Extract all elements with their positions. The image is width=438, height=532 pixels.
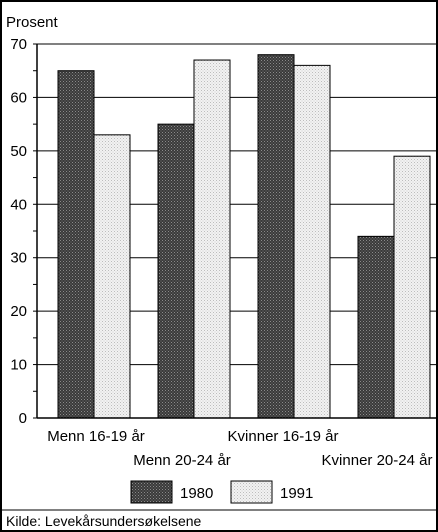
legend: 1980 1991	[130, 480, 313, 504]
y-axis-unit-label: Prosent	[6, 14, 59, 31]
bar-1991-0	[93, 134, 131, 419]
bar-1980-3	[357, 235, 395, 419]
bar-1991-3	[393, 155, 431, 419]
bar-1991-1	[193, 59, 231, 419]
category-label: Menn 20-24 år	[133, 452, 231, 469]
bar-1980-1	[157, 123, 195, 419]
y-tick-label: 0	[19, 410, 27, 427]
y-tick-label: 70	[10, 36, 27, 53]
category-label: Kvinner 16-19 år	[228, 428, 339, 445]
bars	[57, 54, 431, 419]
legend-swatch-1991	[230, 480, 273, 504]
category-labels: Menn 16-19 år Menn 20-24 år Kvinner 16-19 …	[47, 428, 432, 469]
y-tick-label: 40	[10, 196, 27, 213]
legend-swatch-1980	[130, 480, 173, 504]
bar-1980-0	[57, 70, 95, 419]
y-tick-label: 50	[10, 143, 27, 160]
y-tick-label: 20	[10, 303, 27, 320]
category-label: Menn 16-19 år	[47, 428, 145, 445]
category-label: Kvinner 20-24 år	[322, 452, 433, 469]
y-tick-label: 60	[10, 89, 27, 106]
y-tick-label: 30	[10, 250, 27, 267]
source-label: Kilde: Levekårsundersøkelsene	[6, 513, 202, 529]
bar-1991-2	[293, 64, 331, 419]
legend-label-1991: 1991	[280, 485, 313, 502]
bar-1980-2	[257, 54, 295, 419]
y-tick-label: 10	[10, 357, 27, 374]
y-axis-ticks: 0 10 20 30 40 50 60 70	[10, 36, 37, 427]
legend-label-1980: 1980	[180, 485, 213, 502]
